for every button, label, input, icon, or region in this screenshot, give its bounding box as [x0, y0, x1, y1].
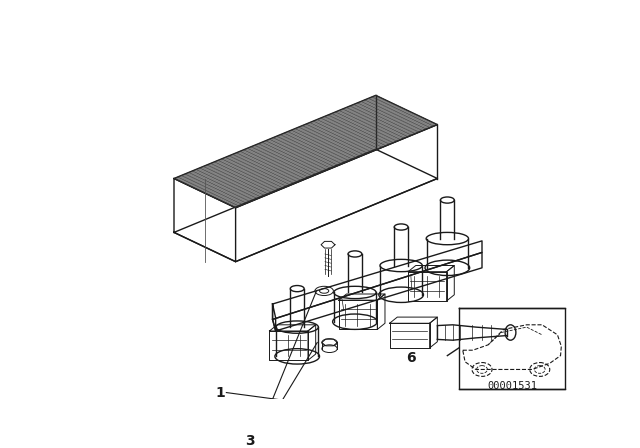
Ellipse shape [379, 287, 424, 302]
Ellipse shape [322, 345, 337, 353]
Text: 3: 3 [244, 434, 254, 448]
Ellipse shape [348, 289, 362, 296]
Ellipse shape [505, 325, 516, 340]
Ellipse shape [394, 224, 408, 230]
Text: 1: 1 [215, 386, 225, 400]
Ellipse shape [319, 289, 329, 293]
Ellipse shape [322, 339, 337, 346]
Ellipse shape [440, 197, 454, 203]
Ellipse shape [425, 260, 470, 276]
Ellipse shape [275, 349, 319, 364]
Ellipse shape [426, 233, 468, 245]
Ellipse shape [380, 259, 422, 271]
Text: 6: 6 [406, 351, 416, 365]
Ellipse shape [333, 314, 378, 329]
Ellipse shape [291, 285, 304, 292]
Ellipse shape [348, 251, 362, 257]
Ellipse shape [315, 286, 333, 296]
Ellipse shape [334, 286, 376, 299]
Ellipse shape [394, 263, 408, 269]
Text: 00001531: 00001531 [488, 381, 538, 392]
Ellipse shape [276, 321, 318, 333]
Ellipse shape [440, 236, 454, 241]
Ellipse shape [291, 324, 304, 330]
